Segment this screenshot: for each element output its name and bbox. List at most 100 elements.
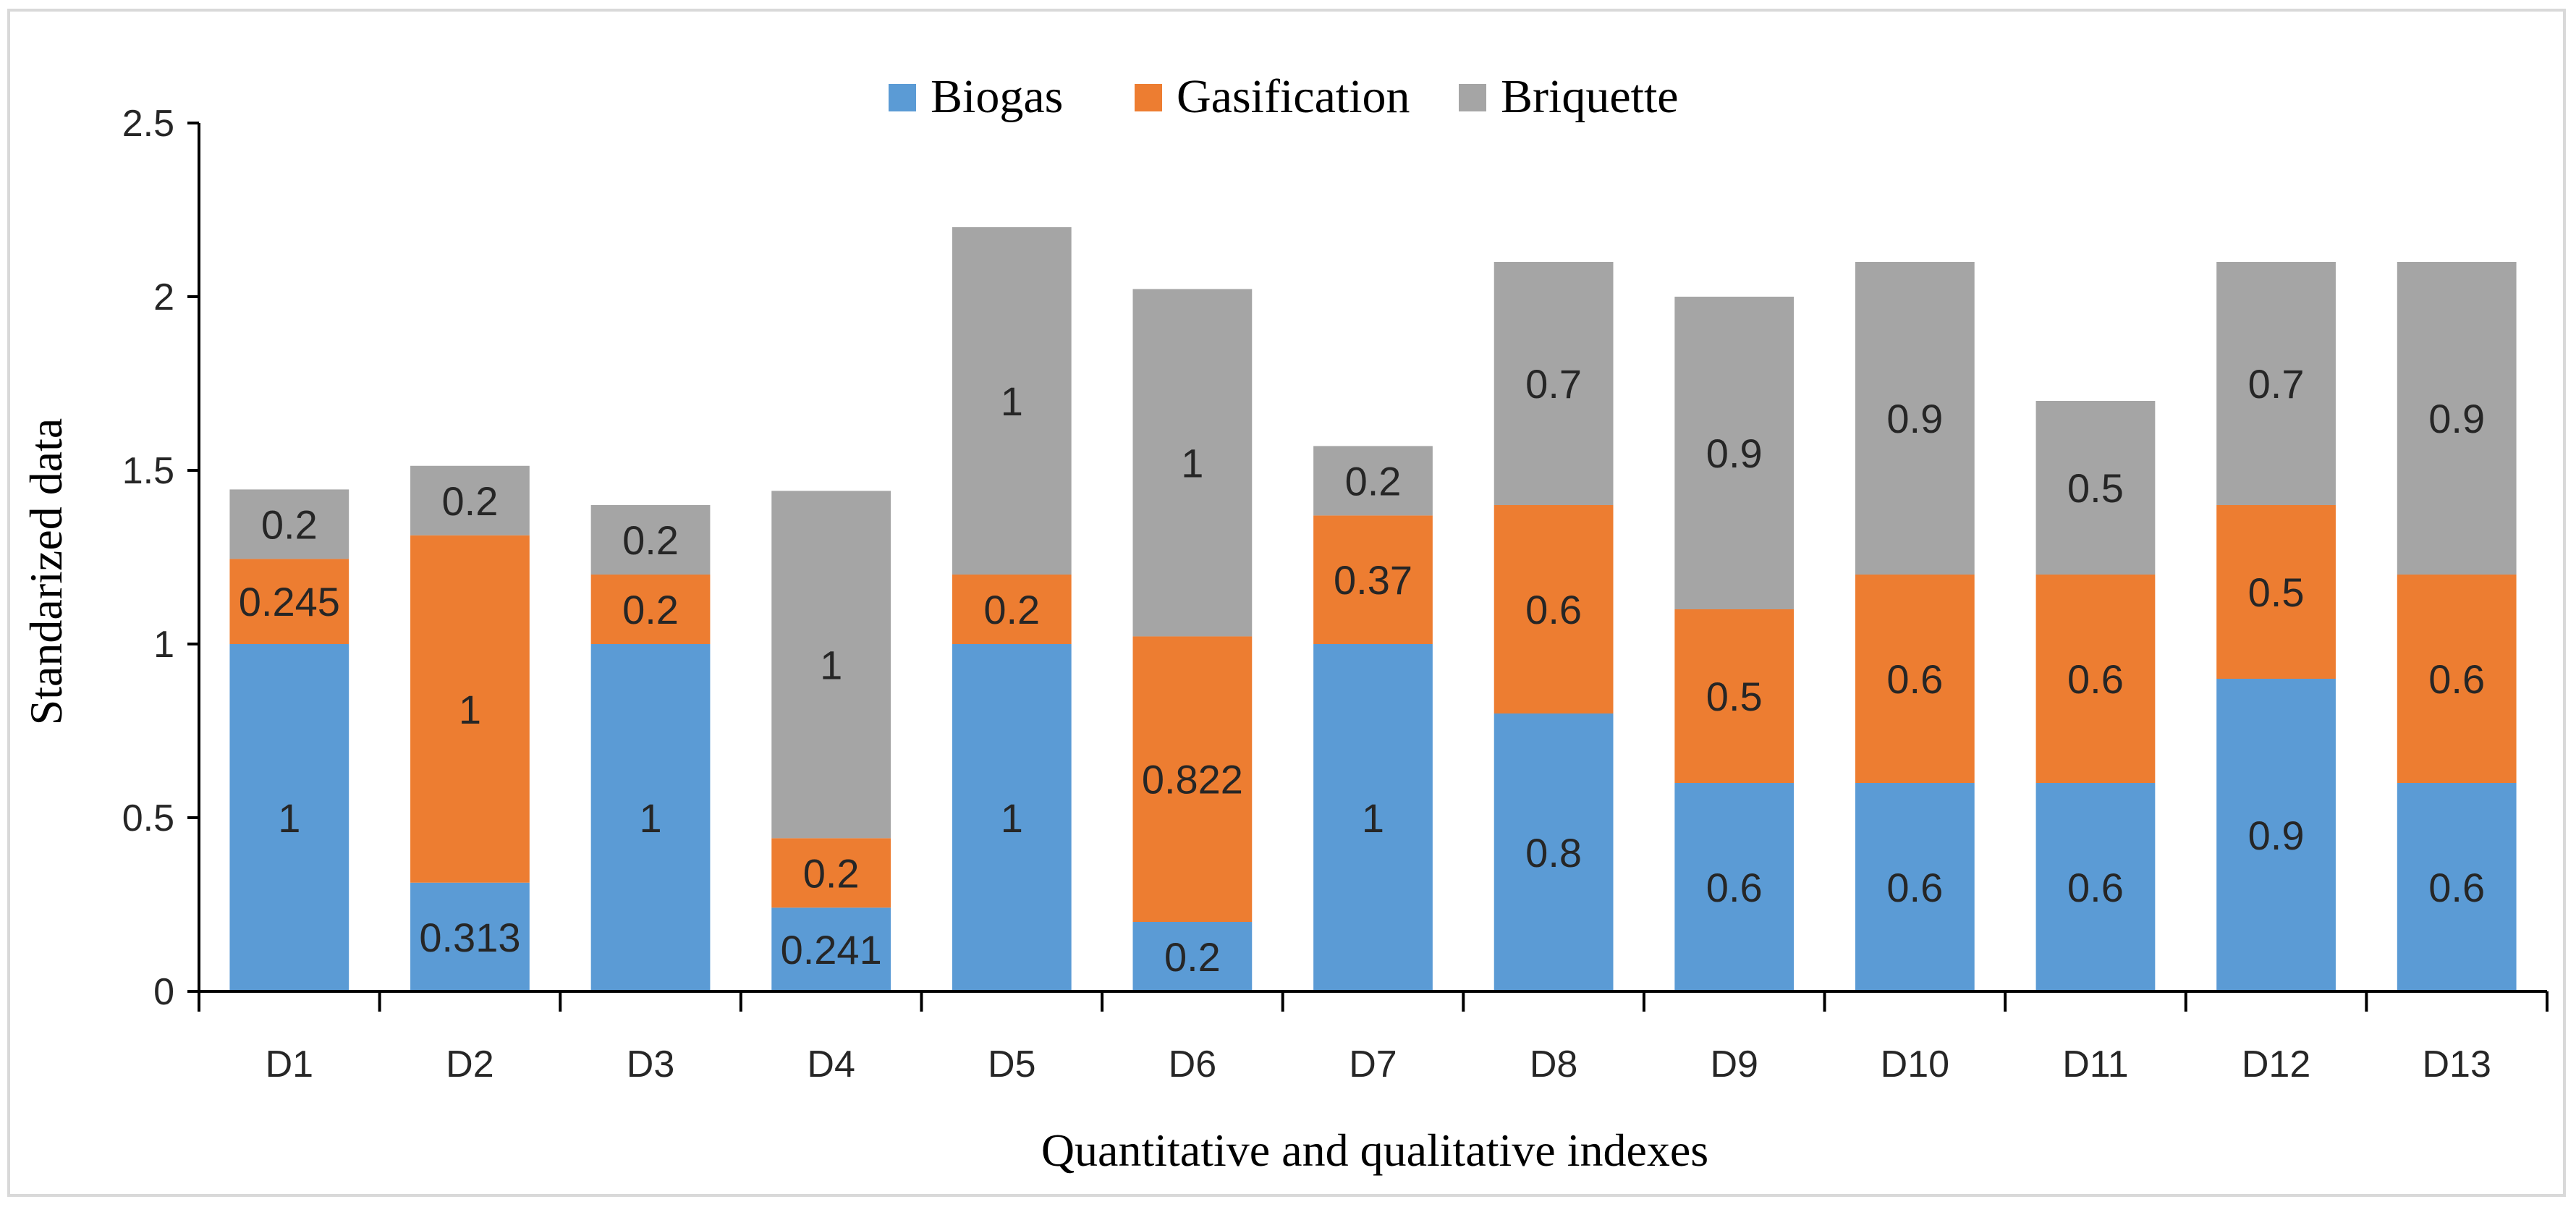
bar-briquette-d7	[1313, 446, 1433, 516]
y-tick-label: 0	[153, 971, 174, 1013]
bar-gasification-d5	[952, 575, 1072, 644]
bar-gasification-d4	[771, 838, 891, 908]
data-label-gasification-d2: 1	[459, 687, 481, 732]
x-tick-label: D6	[1169, 1043, 1216, 1085]
data-label-biogas-d8: 0.8	[1525, 830, 1582, 876]
data-label-gasification-d8: 0.6	[1525, 587, 1582, 632]
data-label-gasification-d11: 0.6	[2067, 656, 2124, 702]
data-label-briquette-d13: 0.9	[2428, 396, 2485, 441]
bar-gasification-d7	[1313, 515, 1433, 644]
legend-label-biogas: Biogas	[931, 70, 1063, 123]
legend-swatch-briquette	[1459, 84, 1486, 111]
bar-briquette-d2	[410, 465, 530, 535]
data-label-gasification-d12: 0.5	[2248, 569, 2305, 615]
bar-biogas-d3	[590, 644, 711, 991]
data-label-briquette-d1: 0.2	[261, 501, 318, 547]
bar-gasification-d1	[229, 559, 349, 644]
legend-label-gasification: Gasification	[1177, 70, 1410, 123]
y-tick-label: 0.5	[122, 797, 174, 839]
bar-briquette-d10	[1855, 262, 1975, 575]
x-tick-label: D7	[1349, 1043, 1397, 1085]
bar-biogas-d9	[1674, 783, 1795, 991]
legend: Biogas Gasification Briquette	[889, 70, 1679, 123]
x-tick-label: D1	[266, 1043, 313, 1085]
data-label-biogas-d5: 1	[1001, 795, 1023, 841]
y-axis-ticks: 0 0.5 1 1.5 2 2.5	[122, 103, 199, 1013]
bar-gasification-d6	[1132, 636, 1253, 922]
y-tick-label: 2.5	[122, 103, 174, 145]
data-label-gasification-d7: 0.37	[1334, 557, 1412, 603]
x-tick-label: D12	[2242, 1043, 2310, 1085]
bar-briquette-d12	[2216, 262, 2336, 505]
x-tick-label: D13	[2422, 1043, 2491, 1085]
data-label-briquette-d8: 0.7	[1525, 361, 1582, 407]
data-label-gasification-d9: 0.5	[1706, 674, 1763, 719]
data-label-biogas-d10: 0.6	[1886, 865, 1943, 910]
data-label-gasification-d13: 0.6	[2428, 656, 2485, 702]
bar-gasification-d9	[1674, 609, 1795, 783]
bar-biogas-d10	[1855, 783, 1975, 991]
data-label-biogas-d4: 0.241	[781, 927, 882, 973]
bar-briquette-d11	[2035, 401, 2156, 575]
data-label-biogas-d1: 1	[278, 795, 300, 841]
data-label-gasification-d6: 0.822	[1142, 757, 1243, 802]
data-label-briquette-d10: 0.9	[1886, 396, 1943, 441]
y-tick-label: 2	[153, 276, 174, 318]
bar-briquette-d1	[229, 489, 349, 559]
bar-gasification-d2	[410, 535, 530, 883]
data-label-biogas-d7: 1	[1362, 795, 1384, 841]
y-axis-title: Standarized data	[20, 418, 72, 726]
x-tick-label: D5	[988, 1043, 1035, 1085]
bar-gasification-d3	[590, 575, 711, 644]
bar-gasification-d11	[2035, 575, 2156, 783]
data-label-gasification-d10: 0.6	[1886, 656, 1943, 702]
bar-biogas-d6	[1132, 922, 1253, 991]
data-label-briquette-d3: 0.2	[622, 517, 679, 563]
x-tick-label: D8	[1530, 1043, 1577, 1085]
legend-label-briquette: Briquette	[1501, 70, 1679, 123]
bar-biogas-d11	[2035, 783, 2156, 991]
data-label-gasification-d4: 0.2	[803, 850, 860, 896]
data-label-biogas-d12: 0.9	[2248, 813, 2305, 858]
legend-swatch-biogas	[889, 84, 916, 111]
data-label-biogas-d6: 0.2	[1164, 934, 1221, 980]
data-label-biogas-d9: 0.6	[1706, 865, 1763, 910]
bar-gasification-d8	[1494, 505, 1614, 713]
bar-biogas-d1	[229, 644, 349, 991]
data-label-briquette-d4: 1	[820, 642, 842, 687]
data-label-briquette-d12: 0.7	[2248, 361, 2305, 407]
data-label-briquette-d11: 0.5	[2067, 465, 2124, 511]
x-tick-label: D4	[807, 1043, 855, 1085]
data-label-briquette-d9: 0.9	[1706, 431, 1763, 476]
data-label-gasification-d5: 0.2	[983, 587, 1040, 632]
bar-biogas-d13	[2397, 783, 2517, 991]
data-label-briquette-d2: 0.2	[441, 478, 498, 524]
bar-biogas-d4	[771, 907, 891, 991]
bar-briquette-d13	[2397, 262, 2517, 575]
x-tick-label: D2	[446, 1043, 493, 1085]
x-axis-ticks: D1 D2 D3 D4 D5 D6 D7 D8 D9 D10 D11 D12 D13	[198, 991, 2549, 1085]
data-label-biogas-d2: 0.313	[419, 915, 520, 960]
bars: 1 0.245 0.2 0.313 1 0.2 1 0.2 0.2 0.241 0.2 1 1 0.2 1 0…	[229, 227, 2517, 991]
bar-biogas-d8	[1494, 713, 1614, 991]
x-tick-label: D9	[1710, 1043, 1758, 1085]
x-tick-label: D3	[627, 1043, 674, 1085]
bar-biogas-d7	[1313, 644, 1433, 991]
x-axis-title: Quantitative and qualitative indexes	[1041, 1125, 1708, 1176]
y-tick-label: 1	[153, 624, 174, 666]
data-label-briquette-d6: 1	[1181, 440, 1203, 486]
bar-briquette-d8	[1494, 262, 1614, 505]
bar-briquette-d4	[771, 491, 891, 839]
data-label-gasification-d1: 0.245	[239, 579, 340, 624]
x-tick-label: D11	[2062, 1043, 2129, 1085]
data-label-biogas-d11: 0.6	[2067, 865, 2124, 910]
bar-biogas-d5	[952, 644, 1072, 991]
data-label-briquette-d5: 1	[1001, 378, 1023, 424]
bar-briquette-d3	[590, 505, 711, 575]
bar-briquette-d5	[952, 227, 1072, 575]
x-tick-label: D10	[1881, 1043, 1949, 1085]
bar-briquette-d9	[1674, 297, 1795, 609]
bar-gasification-d12	[2216, 505, 2336, 679]
bar-briquette-d6	[1132, 289, 1253, 637]
